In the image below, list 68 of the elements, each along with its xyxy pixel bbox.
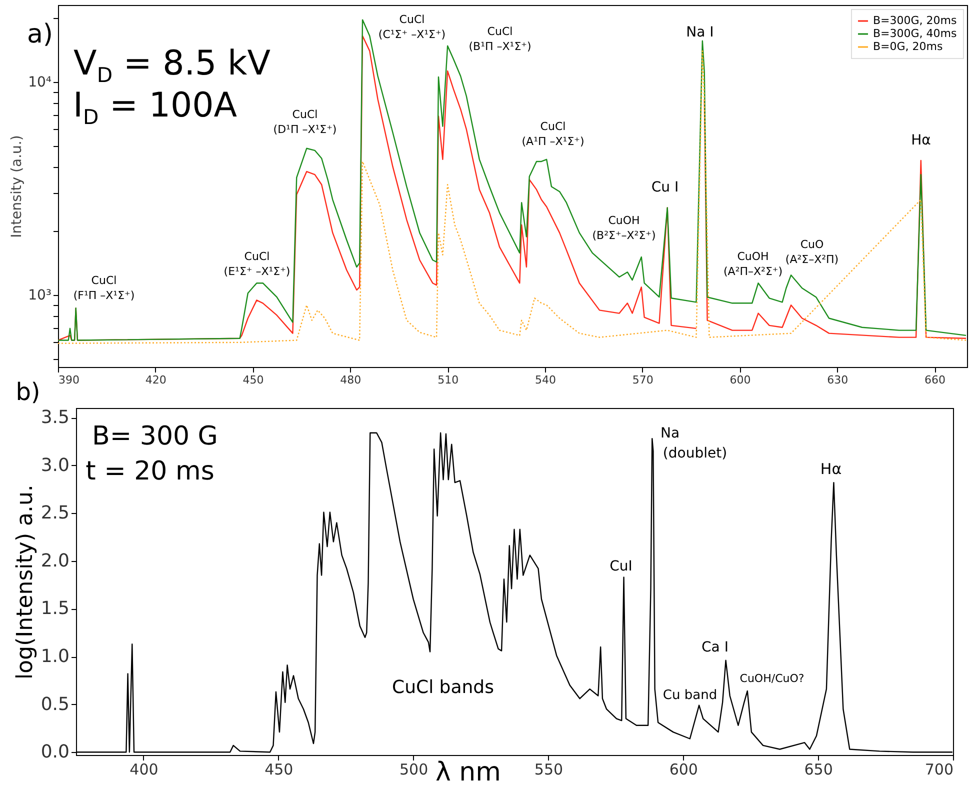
annotation: CuOH <box>608 214 640 228</box>
annotation: CuCl bands <box>392 677 494 698</box>
annotation: (B¹Π –X¹Σ⁺) <box>468 40 532 54</box>
annotation: CuCl <box>540 120 566 134</box>
annotation: B= 300 G <box>92 422 218 452</box>
annotation: (C¹Σ⁺ –X¹Σ⁺) <box>378 28 446 42</box>
annotation: CuOH/CuO? <box>740 672 804 686</box>
annotation: (D¹Π –X¹Σ⁺) <box>273 122 337 136</box>
annotation: CuI <box>610 558 632 575</box>
annotation: (F¹Π –X¹Σ⁺) <box>73 288 135 302</box>
annotation: (A²Σ–X²Π) <box>785 252 839 266</box>
y-tick-label: 2.0 <box>40 550 70 572</box>
y-tick-label: 10³ <box>28 288 52 304</box>
y-tick-label: 0.5 <box>40 694 70 715</box>
annotation: CuCl <box>292 108 318 122</box>
legend-label: B=300G, 40ms <box>873 27 957 40</box>
annotation: (B²Σ⁺–X²Σ⁺) <box>592 228 656 242</box>
x-tick-label: 450 <box>264 760 294 778</box>
annotation: CuOH <box>737 250 769 264</box>
x-tick-label: 630 <box>827 374 848 386</box>
y-tick-label: 1.5 <box>40 598 70 620</box>
annotation: Na I <box>686 24 714 41</box>
annotation: CuCl <box>487 24 513 38</box>
annotation: V$_{D}$ = 8.5 kV <box>74 43 270 88</box>
annotation: I$_{D}$ = 100A <box>73 85 237 130</box>
legend-label: B=0G, 20ms <box>873 40 943 53</box>
annotation: t = 20 ms <box>86 456 214 487</box>
annotation: Ca I <box>702 639 728 656</box>
annotation: Cu band <box>662 688 718 704</box>
annotation: Cu I <box>651 179 679 196</box>
y-tick-label: 3.5 <box>40 407 70 428</box>
annotation: (E¹Σ⁺ –X¹Σ⁺) <box>224 264 290 278</box>
y-tick-label: 2.5 <box>40 502 70 524</box>
annotation: Na <box>660 425 680 442</box>
annotation: Hα <box>911 132 931 149</box>
x-tick-label: 500 <box>399 760 428 778</box>
x-tick-label: 540 <box>534 374 556 386</box>
annotation: (doublet) <box>662 445 728 462</box>
legend-label: B=300G, 20ms <box>873 14 957 27</box>
x-tick-label: 600 <box>730 374 751 386</box>
x-axis-title: λ nm <box>436 758 501 788</box>
x-tick-label: 420 <box>145 374 166 386</box>
x-tick-label: 570 <box>632 374 654 386</box>
y-axis-title: log(Intensity) a.u. <box>12 484 38 680</box>
y-tick-label: 3.0 <box>40 454 70 476</box>
x-tick-label: 650 <box>804 760 833 778</box>
x-tick-label: 480 <box>340 374 362 386</box>
text: a) <box>26 20 54 50</box>
x-tick-label: 510 <box>438 374 459 386</box>
y-tick-label: 10⁴ <box>28 74 52 91</box>
y-tick-label: 1.0 <box>40 646 70 668</box>
x-tick-label: 700 <box>924 760 954 778</box>
annotation: CuCl <box>244 250 270 264</box>
annotation: Hα <box>820 460 842 478</box>
x-tick-label: 390 <box>58 374 80 386</box>
x-tick-label: 600 <box>669 760 698 778</box>
x-tick-label: 660 <box>924 374 946 386</box>
x-tick-label: 450 <box>242 374 264 386</box>
text: b) <box>16 378 40 406</box>
y-tick-label: 0.0 <box>40 742 70 763</box>
annotation: CuO <box>800 238 824 252</box>
y-axis-title: Intensity (a.u.) <box>9 135 26 238</box>
x-tick-label: 400 <box>130 760 158 778</box>
annotation: CuCl <box>399 12 425 26</box>
annotation: (A²Π–X²Σ⁺) <box>724 264 782 278</box>
annotation: (A¹Π –X¹Σ⁺) <box>522 134 584 148</box>
annotation: CuCl <box>91 274 117 288</box>
x-tick-label: 550 <box>534 760 564 778</box>
